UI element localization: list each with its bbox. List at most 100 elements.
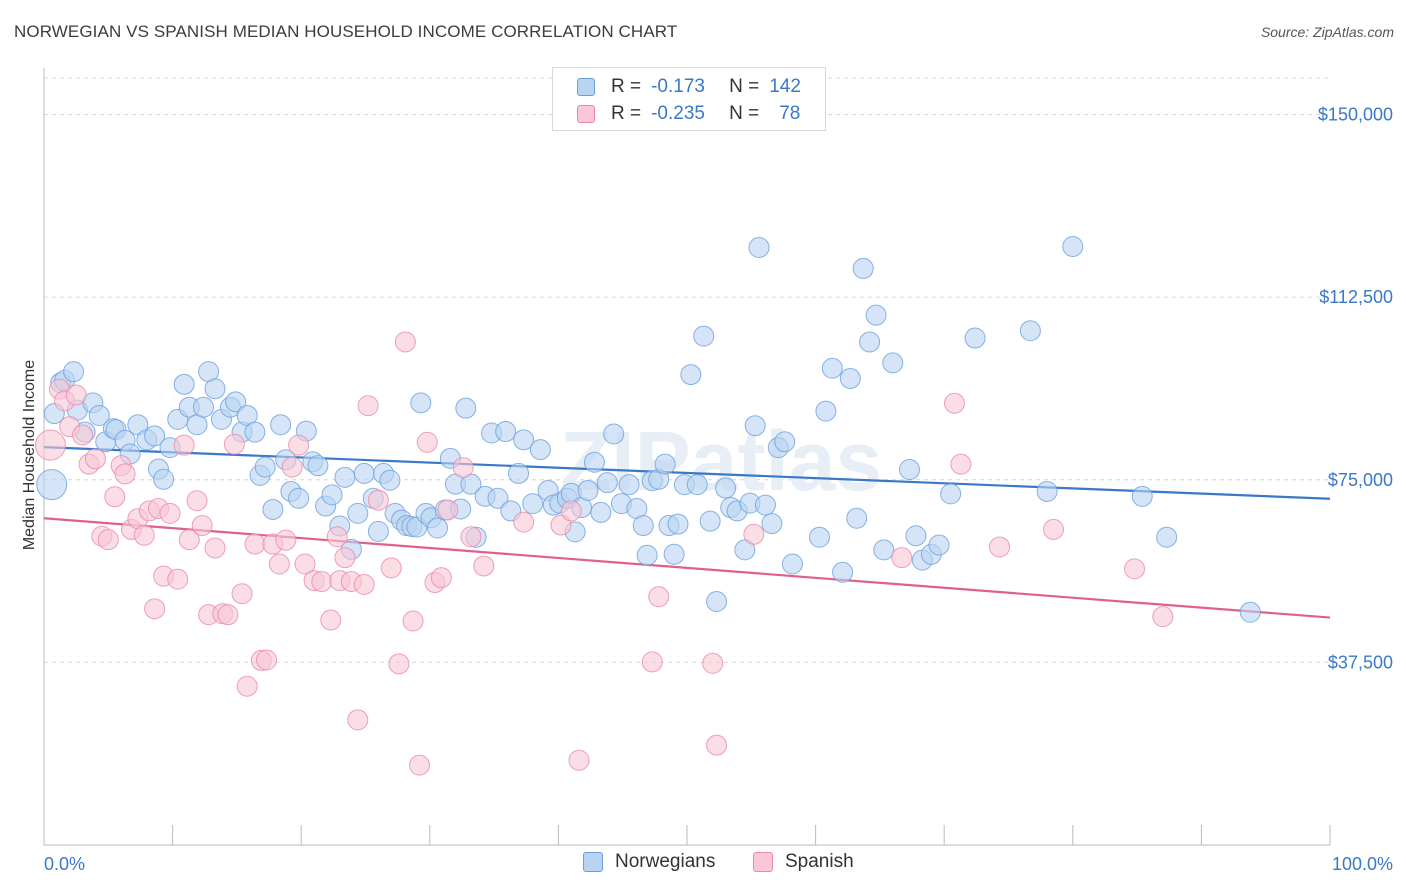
spanish-point	[275, 529, 297, 551]
spanish-point	[409, 754, 431, 776]
norwegian-point	[781, 553, 803, 575]
spanish-point	[97, 529, 119, 551]
pink-swatch-icon	[577, 105, 595, 123]
spanish-point	[1124, 558, 1146, 580]
norwegian-point	[487, 487, 509, 509]
norwegian-point	[928, 534, 950, 556]
norwegians-trend-line	[43, 446, 1331, 500]
norwegian-point	[667, 513, 689, 535]
y-tick-labels: $37,500 $75,000 $112,500 $150,000	[1318, 105, 1393, 673]
norwegian-point	[815, 400, 837, 422]
r-value: -0.235	[651, 103, 705, 124]
spanish-point	[65, 384, 87, 406]
norwegian-point	[379, 469, 401, 491]
norwegian-point	[905, 525, 927, 547]
norwegian-point	[754, 494, 776, 516]
norwegian-point	[832, 561, 854, 583]
norwegian-point	[590, 501, 612, 523]
x-tick-labels: 0.0% 100.0%	[44, 854, 1393, 874]
spanish-point	[473, 555, 495, 577]
norwegian-point	[821, 357, 843, 379]
norwegian-point	[808, 526, 830, 548]
norwegian-point	[1036, 480, 1058, 502]
norwegian-point	[144, 425, 166, 447]
pink-swatch-icon	[753, 852, 773, 872]
norwegian-point	[618, 474, 640, 496]
norwegian-point	[852, 257, 874, 279]
norwegian-point	[347, 502, 369, 524]
y-tick-label: $37,500	[1328, 652, 1393, 672]
norwegian-point	[173, 373, 195, 395]
norwegian-point	[88, 404, 110, 426]
norwegian-point	[882, 352, 904, 374]
norwegian-point	[596, 472, 618, 494]
norwegian-point	[699, 510, 721, 532]
legend-label: Spanish	[785, 851, 854, 872]
norwegian-point	[1156, 526, 1178, 548]
spanish-point	[394, 331, 416, 353]
norwegian-point	[427, 517, 449, 539]
norwegian-point	[522, 493, 544, 515]
norwegian-point	[748, 236, 770, 258]
spanish-point	[702, 652, 724, 674]
norwegian-point	[455, 397, 477, 419]
legend-item-norwegians: Norwegians	[583, 851, 715, 873]
norwegian-point	[192, 396, 214, 418]
spanish-point	[281, 456, 303, 478]
legend-label: Norwegians	[615, 851, 716, 872]
blue-swatch-icon	[577, 78, 595, 96]
y-tick-label: $112,500	[1319, 287, 1393, 307]
spanish-point	[144, 598, 166, 620]
spanish-point	[1043, 518, 1065, 540]
spanish-point	[84, 448, 106, 470]
series-legend: Norwegians Spanish	[0, 851, 1406, 879]
spanish-point	[236, 675, 258, 697]
spanish-point	[1152, 606, 1174, 628]
x-tick-label: 100.0%	[1332, 854, 1393, 874]
norwegian-point	[262, 498, 284, 520]
r-label: R =	[611, 103, 642, 124]
norwegian-point	[940, 483, 962, 505]
spanish-point	[347, 709, 369, 731]
norwegian-point	[603, 423, 625, 445]
n-value: 78	[779, 103, 801, 124]
norwegian-point	[186, 414, 208, 436]
norwegian-point	[63, 361, 85, 383]
spanish-point	[320, 609, 342, 631]
norwegian-point	[1131, 485, 1153, 507]
spanish-point	[231, 583, 253, 605]
spanish-point	[204, 537, 226, 559]
spanish-point	[244, 533, 266, 555]
norwegian-point	[36, 469, 68, 501]
norwegian-point	[761, 513, 783, 535]
norwegian-point	[495, 421, 517, 443]
spanish-point	[641, 651, 663, 673]
spanish-point	[950, 453, 972, 475]
spanish-point	[167, 568, 189, 590]
norwegian-point	[706, 591, 728, 613]
norwegian-point	[680, 364, 702, 386]
norwegian-point	[715, 477, 737, 499]
spanish-point	[380, 557, 402, 579]
spanish-point	[568, 749, 590, 771]
spanish-point	[34, 429, 66, 461]
spanish-point	[334, 547, 356, 569]
norwegian-point	[1019, 320, 1041, 342]
norwegian-point	[244, 421, 266, 443]
legend-row-norwegians: R = -0.173 N = 142	[553, 74, 801, 100]
norwegian-point	[225, 391, 247, 413]
spanish-point	[133, 524, 155, 546]
spanish-point	[460, 526, 482, 548]
y-tick-label: $75,000	[1328, 470, 1393, 490]
norwegian-point	[270, 414, 292, 436]
norwegian-point	[513, 429, 535, 451]
norwegian-point	[307, 455, 329, 477]
spanish-point	[159, 502, 181, 524]
n-label: N =	[729, 76, 760, 97]
norwegian-point	[529, 439, 551, 461]
spanish-point	[311, 571, 333, 593]
spanish-point	[437, 499, 459, 521]
spanish-point	[255, 649, 277, 671]
spanish-point	[430, 567, 452, 589]
